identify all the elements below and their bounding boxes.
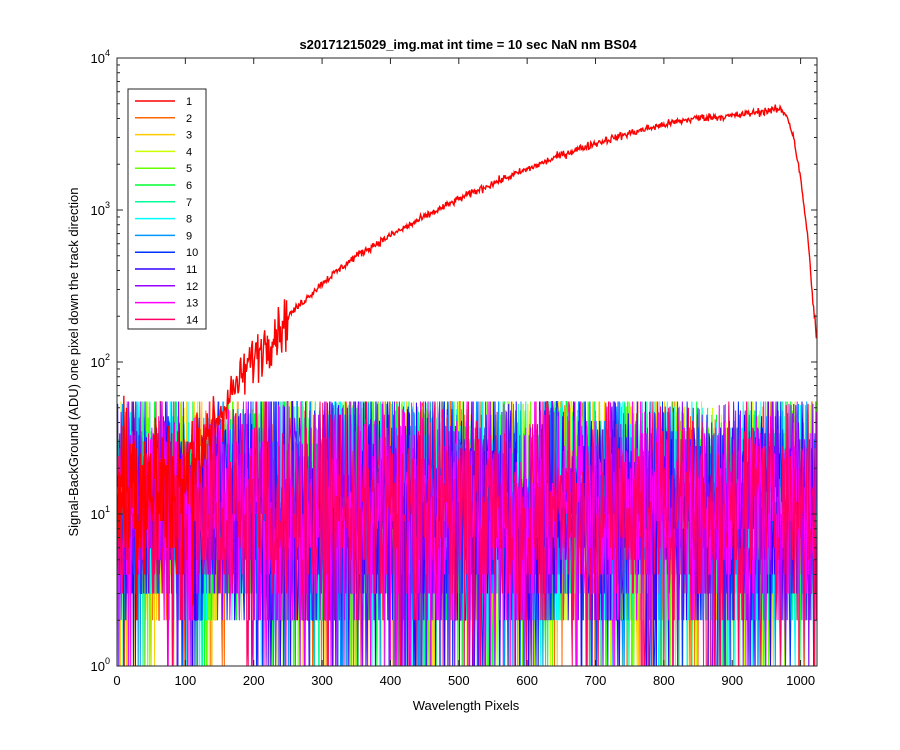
y-tick-label: 104	[91, 48, 110, 66]
y-tick-label: 100	[91, 656, 110, 674]
legend-label-14: 14	[186, 314, 198, 326]
legend-label-9: 9	[186, 230, 192, 242]
x-tick-label: 500	[448, 673, 470, 688]
x-tick-label: 600	[516, 673, 538, 688]
x-tick-label: 300	[311, 673, 333, 688]
x-axis-label: Wavelength Pixels	[413, 698, 520, 713]
legend-label-13: 13	[186, 298, 198, 310]
legend-label-12: 12	[186, 281, 198, 293]
x-tick-label: 900	[721, 673, 743, 688]
legend-label-4: 4	[186, 146, 192, 158]
legend-label-1: 1	[186, 96, 192, 108]
x-axis: 0 100 200 300 400 500 600 700 800 900 1000	[113, 58, 815, 688]
y-tick-label: 103	[91, 200, 110, 218]
y-tick-label: 101	[91, 504, 110, 522]
legend-label-11: 11	[186, 264, 197, 276]
x-tick-label: 400	[380, 673, 402, 688]
x-tick-label: 800	[653, 673, 675, 688]
legend-label-2: 2	[186, 113, 192, 125]
y-axis-label: Signal-BackGround (ADU) one pixel down t…	[66, 187, 81, 536]
legend-label-3: 3	[186, 130, 192, 142]
x-tick-label: 0	[113, 673, 120, 688]
legend-label-10: 10	[186, 247, 198, 259]
legend-label-7: 7	[186, 197, 192, 209]
x-tick-label: 200	[243, 673, 265, 688]
legend-label-8: 8	[186, 214, 192, 226]
legend-label-6: 6	[186, 180, 192, 192]
series-layer	[117, 104, 817, 666]
legend-label-5: 5	[186, 163, 192, 175]
y-tick-label: 102	[91, 352, 110, 370]
series-line-1	[117, 104, 817, 621]
x-tick-label: 700	[585, 673, 607, 688]
legend-box	[127, 88, 207, 330]
series-line-14	[117, 400, 817, 666]
x-tick-label: 1000	[786, 673, 815, 688]
chart-title: s20171215029_img.mat int time = 10 sec N…	[299, 37, 637, 52]
x-tick-label: 100	[175, 673, 197, 688]
